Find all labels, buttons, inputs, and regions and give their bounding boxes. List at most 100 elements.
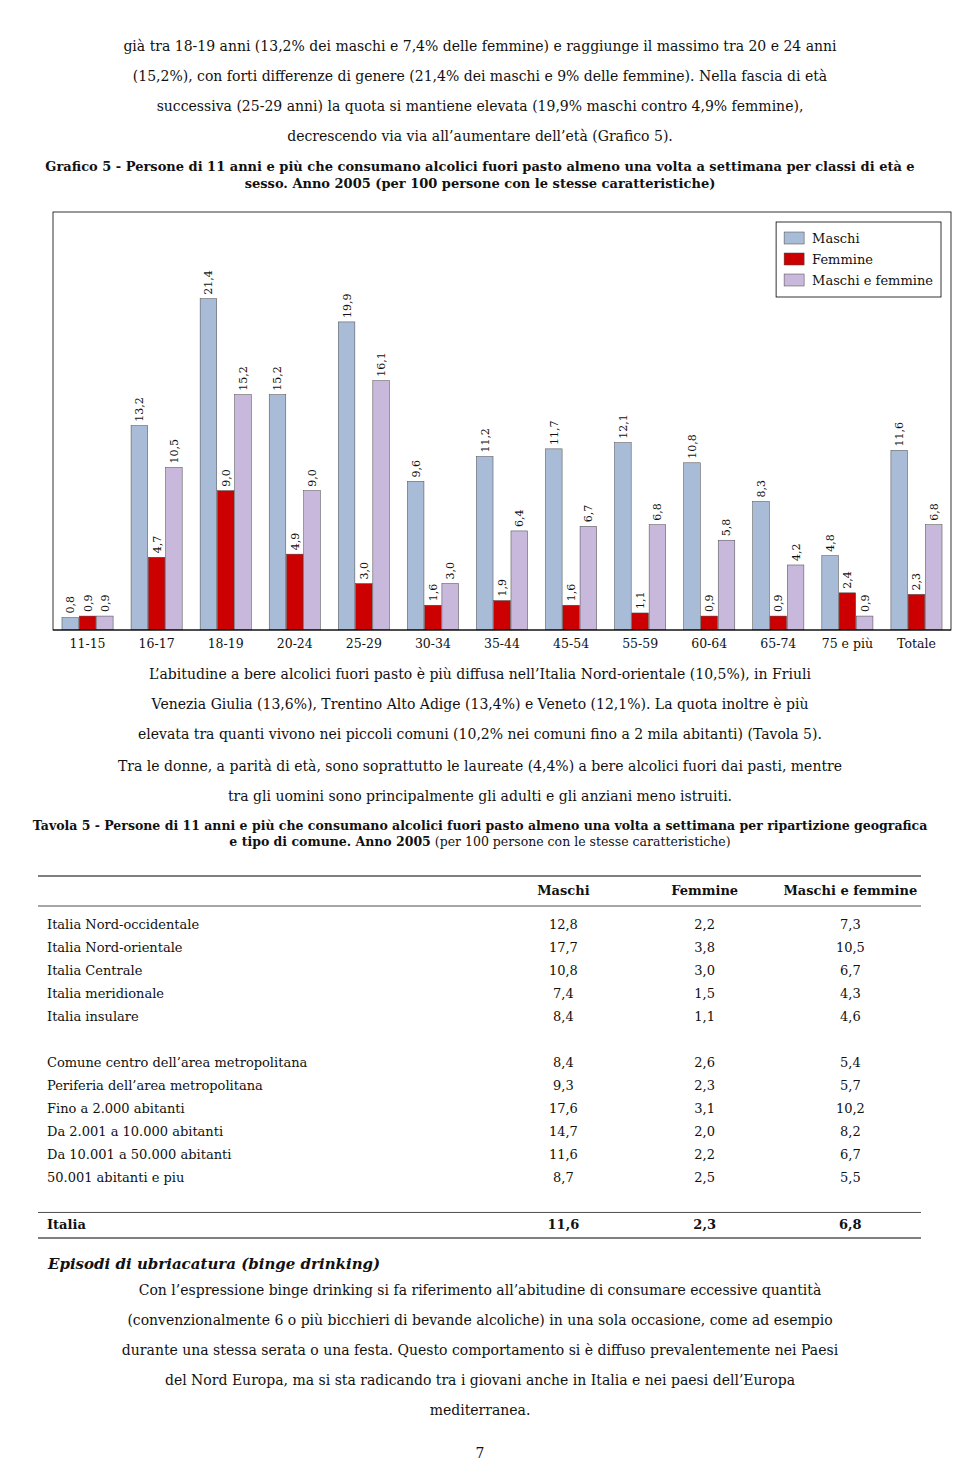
data-label: 4,7 xyxy=(151,536,164,554)
bar xyxy=(373,381,390,630)
bar xyxy=(632,613,649,630)
bar xyxy=(615,443,632,630)
legend: MaschiFemmineMaschi e femmine xyxy=(776,222,941,297)
bar xyxy=(787,565,804,630)
table-rule xyxy=(38,875,921,876)
data-label: 13,2 xyxy=(133,397,146,422)
data-label: 15,2 xyxy=(272,366,285,391)
bar xyxy=(166,467,183,630)
x-tick-label: 11-15 xyxy=(70,636,106,651)
bar xyxy=(407,481,424,630)
data-label: 10,5 xyxy=(168,439,181,464)
table-rule xyxy=(38,1238,921,1239)
bar xyxy=(356,584,373,630)
data-label: 11,7 xyxy=(548,420,561,445)
chart-title: Grafico 5 - Persone di 11 anni e più che… xyxy=(30,158,930,192)
x-tick-label: 55-59 xyxy=(622,636,658,651)
bar xyxy=(891,450,908,630)
data-label: 11,2 xyxy=(479,428,492,453)
bar xyxy=(425,605,442,630)
data-label: 0,9 xyxy=(99,595,112,613)
table-cell: 8,7 xyxy=(553,1170,574,1185)
bar xyxy=(79,616,96,630)
bar xyxy=(822,556,839,630)
paragraph-line: tra gli uomini sono principalmente gli a… xyxy=(228,788,732,804)
legend-box xyxy=(776,222,941,297)
table-cell: 3,1 xyxy=(694,1101,715,1116)
table-cell: 2,3 xyxy=(694,1078,715,1093)
table-cell: 2,3 xyxy=(693,1217,716,1232)
table: MaschiFemmineMaschi e femmineItalia Nord… xyxy=(38,876,921,1238)
data-label: 16,1 xyxy=(375,352,388,377)
data-label: 11,6 xyxy=(893,422,906,447)
x-tick-label: 25-29 xyxy=(346,636,382,651)
table-row-label: Italia meridionale xyxy=(47,986,164,1001)
data-label: 21,4 xyxy=(202,270,215,295)
table-row-label: Italia xyxy=(47,1217,86,1232)
bar xyxy=(580,526,597,630)
table-cell: 7,4 xyxy=(553,986,574,1001)
data-label: 1,6 xyxy=(427,584,440,602)
table-cell: 11,6 xyxy=(548,1217,580,1232)
data-label: 6,4 xyxy=(513,509,526,527)
x-tick-label: 20-24 xyxy=(277,636,313,651)
x-tick-label: 65-74 xyxy=(760,636,796,651)
data-label: 9,0 xyxy=(220,469,233,487)
table-cell: 8,2 xyxy=(840,1124,861,1139)
table-cell: 6,8 xyxy=(839,1217,862,1232)
legend-swatch xyxy=(784,232,804,244)
paragraph-line: del Nord Europa, ma si sta radicando tra… xyxy=(165,1372,795,1388)
table-cell: 5,7 xyxy=(840,1078,861,1093)
data-label: 9,6 xyxy=(410,460,423,478)
data-label: 2,4 xyxy=(841,571,854,589)
bar xyxy=(235,395,252,630)
table-cell: 6,7 xyxy=(840,1147,861,1162)
table-header: Maschi xyxy=(537,883,589,898)
data-label: 10,8 xyxy=(686,434,699,459)
bar xyxy=(563,605,580,630)
bar xyxy=(839,593,856,630)
data-label: 0,9 xyxy=(859,595,872,613)
table-rule xyxy=(38,1212,921,1213)
table-cell: 1,5 xyxy=(694,986,715,1001)
bar xyxy=(649,525,666,630)
table-cell: 2,0 xyxy=(694,1124,715,1139)
table-title: Tavola 5 - Persone di 11 anni e più che … xyxy=(30,818,930,850)
data-label: 19,9 xyxy=(341,293,354,318)
data-label: 1,6 xyxy=(565,584,578,602)
bar xyxy=(62,618,79,630)
table-row-label: Da 2.001 a 10.000 abitanti xyxy=(47,1124,223,1139)
data-label: 6,8 xyxy=(928,503,941,521)
legend-label: Maschi e femmine xyxy=(812,273,933,288)
table-row-label: Italia Nord-occidentale xyxy=(47,917,200,932)
table-cell: 14,7 xyxy=(549,1124,578,1139)
bar xyxy=(701,616,718,630)
table-cell: 2,2 xyxy=(694,1147,715,1162)
x-tick-label: 18-19 xyxy=(208,636,244,651)
bar xyxy=(546,449,563,630)
legend-label: Maschi xyxy=(812,231,860,246)
plot-frame xyxy=(53,212,951,630)
table-cell: 17,6 xyxy=(549,1101,578,1116)
table-cell: 3,8 xyxy=(694,940,715,955)
table-cell: 4,6 xyxy=(840,1009,861,1024)
bar xyxy=(856,616,873,630)
data-label: 4,2 xyxy=(790,543,803,561)
x-tick-label: 60-64 xyxy=(691,636,727,651)
bar xyxy=(200,299,217,630)
table-cell: 1,1 xyxy=(694,1009,715,1024)
table-cell: 10,2 xyxy=(836,1101,865,1116)
data-label: 1,1 xyxy=(634,591,647,609)
bar xyxy=(494,601,511,630)
table-cell: 5,4 xyxy=(840,1055,861,1070)
bar xyxy=(753,502,770,630)
table-cell: 10,8 xyxy=(549,963,578,978)
page: già tra 18-19 anni (13,2% dei maschi e 7… xyxy=(0,0,960,1478)
x-tick-label: 30-34 xyxy=(415,636,451,651)
data-label: 1,9 xyxy=(496,579,509,597)
paragraph-line: già tra 18-19 anni (13,2% dei maschi e 7… xyxy=(123,38,837,54)
bar xyxy=(442,584,459,630)
bar xyxy=(148,557,165,630)
data-label: 0,8 xyxy=(64,596,77,614)
data-label: 12,1 xyxy=(617,414,630,439)
